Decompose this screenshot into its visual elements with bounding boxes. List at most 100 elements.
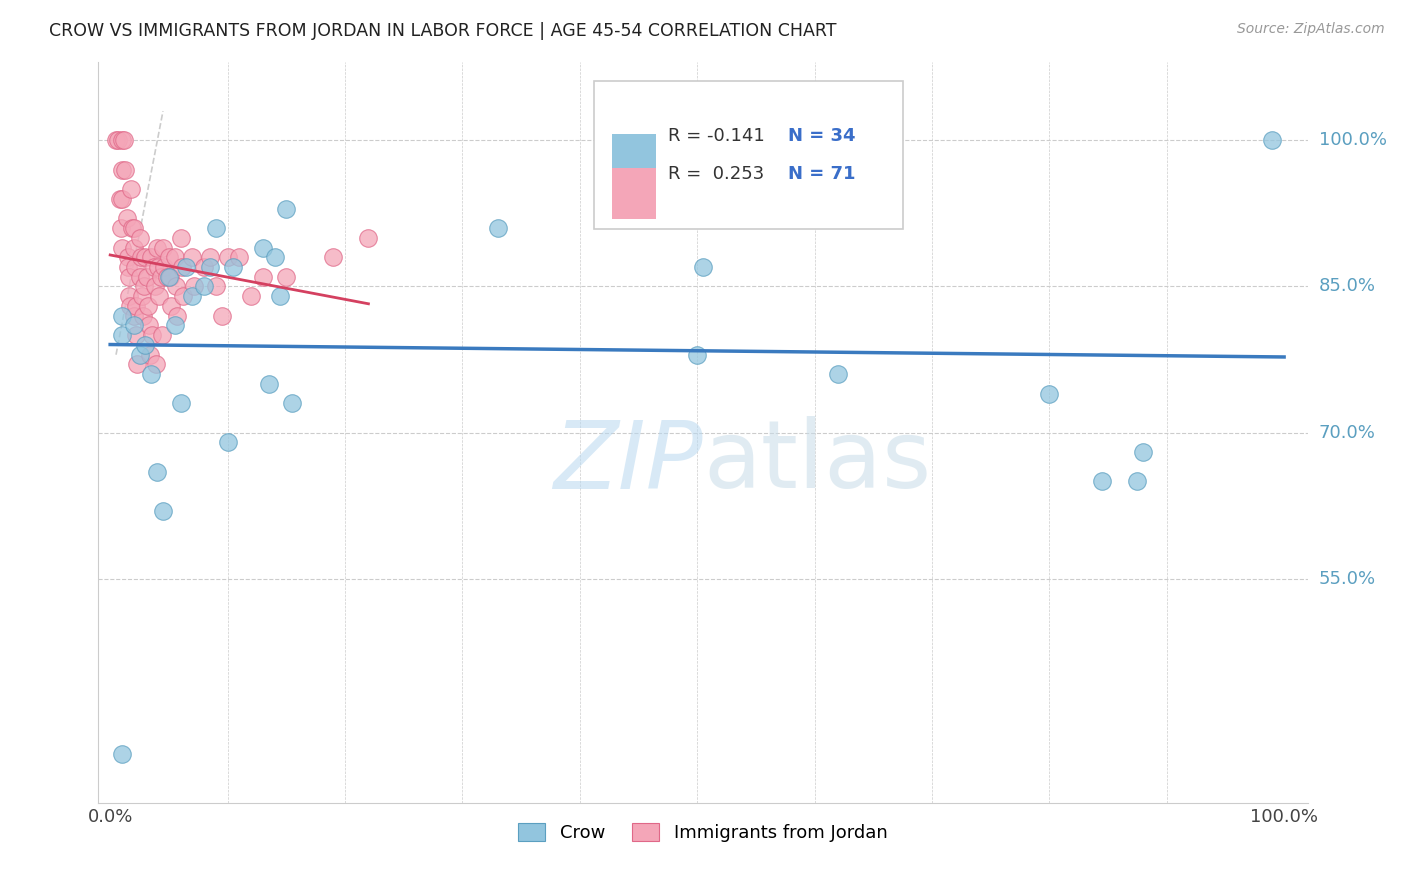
Point [111, 747, 134, 761]
Point [118, 269, 141, 284]
Point [131, 289, 153, 303]
Point [139, 348, 162, 362]
Point [157, 250, 180, 264]
Point [276, 269, 298, 284]
Point [125, 299, 148, 313]
Point [145, 358, 167, 372]
Point [163, 318, 186, 333]
Text: N = 34: N = 34 [787, 127, 855, 145]
Point [142, 260, 165, 274]
Point [128, 348, 150, 362]
Text: R = -0.141: R = -0.141 [668, 127, 765, 145]
Point [157, 269, 180, 284]
Point [136, 299, 159, 313]
Text: R =  0.253: R = 0.253 [668, 165, 765, 183]
Point [1091, 475, 1114, 489]
Point [166, 309, 188, 323]
Point [111, 328, 134, 343]
Point [124, 260, 146, 274]
Point [120, 182, 142, 196]
Point [115, 211, 138, 226]
Point [146, 240, 169, 255]
Point [107, 133, 129, 147]
Point [117, 250, 139, 264]
Point [153, 260, 176, 274]
Point [150, 328, 173, 343]
FancyBboxPatch shape [595, 81, 903, 229]
Point [152, 503, 174, 517]
Point [122, 309, 145, 323]
Point [134, 250, 156, 264]
Point [357, 231, 380, 245]
Point [1261, 133, 1284, 147]
Text: N = 71: N = 71 [787, 165, 855, 183]
Point [163, 250, 186, 264]
Point [129, 250, 152, 264]
Point [211, 309, 233, 323]
Point [148, 289, 170, 303]
Text: 85.0%: 85.0% [1319, 277, 1375, 295]
Point [486, 221, 509, 235]
Point [121, 221, 143, 235]
Point [269, 289, 291, 303]
Point [117, 260, 139, 274]
Point [122, 318, 145, 333]
Text: ZIP: ZIP [554, 417, 703, 508]
Point [217, 250, 239, 264]
Point [169, 231, 191, 245]
Point [170, 260, 193, 274]
FancyBboxPatch shape [613, 134, 655, 185]
Point [138, 318, 160, 333]
Text: CROW VS IMMIGRANTS FROM JORDAN IN LABOR FORCE | AGE 45-54 CORRELATION CHART: CROW VS IMMIGRANTS FROM JORDAN IN LABOR … [49, 22, 837, 40]
Point [217, 435, 239, 450]
Point [110, 221, 132, 235]
Point [160, 299, 183, 313]
Point [257, 376, 280, 391]
Point [122, 240, 145, 255]
Point [128, 269, 150, 284]
Point [135, 269, 157, 284]
Point [120, 299, 142, 313]
Point [134, 279, 156, 293]
Point [276, 202, 298, 216]
Point [118, 289, 141, 303]
Point [281, 396, 304, 410]
Point [1132, 445, 1154, 459]
Point [252, 240, 274, 255]
Point [111, 192, 134, 206]
Point [183, 279, 205, 293]
Point [204, 221, 226, 235]
Text: Source: ZipAtlas.com: Source: ZipAtlas.com [1237, 22, 1385, 37]
Point [172, 289, 194, 303]
Point [181, 250, 204, 264]
Point [141, 367, 163, 381]
Legend: Crow, Immigrants from Jordan: Crow, Immigrants from Jordan [512, 815, 894, 849]
Point [1038, 386, 1060, 401]
Point [111, 162, 134, 177]
Point [152, 240, 174, 255]
Point [692, 260, 714, 274]
Point [111, 240, 134, 255]
Point [1126, 475, 1149, 489]
Point [686, 348, 709, 362]
Point [169, 396, 191, 410]
Point [108, 192, 131, 206]
Point [125, 328, 148, 343]
Text: atlas: atlas [703, 417, 931, 508]
Point [252, 269, 274, 284]
Point [198, 250, 221, 264]
Text: 100.0%: 100.0% [1319, 131, 1386, 149]
Point [240, 289, 263, 303]
Point [159, 269, 181, 284]
Text: 70.0%: 70.0% [1319, 424, 1375, 442]
FancyBboxPatch shape [613, 169, 655, 219]
Point [111, 309, 134, 323]
Point [149, 269, 172, 284]
Text: 55.0%: 55.0% [1319, 570, 1376, 588]
Point [114, 162, 136, 177]
Point [193, 279, 215, 293]
Y-axis label: In Labor Force | Age 45-54: In Labor Force | Age 45-54 [0, 323, 8, 542]
Point [165, 279, 187, 293]
Point [263, 250, 285, 264]
Point [176, 260, 198, 274]
